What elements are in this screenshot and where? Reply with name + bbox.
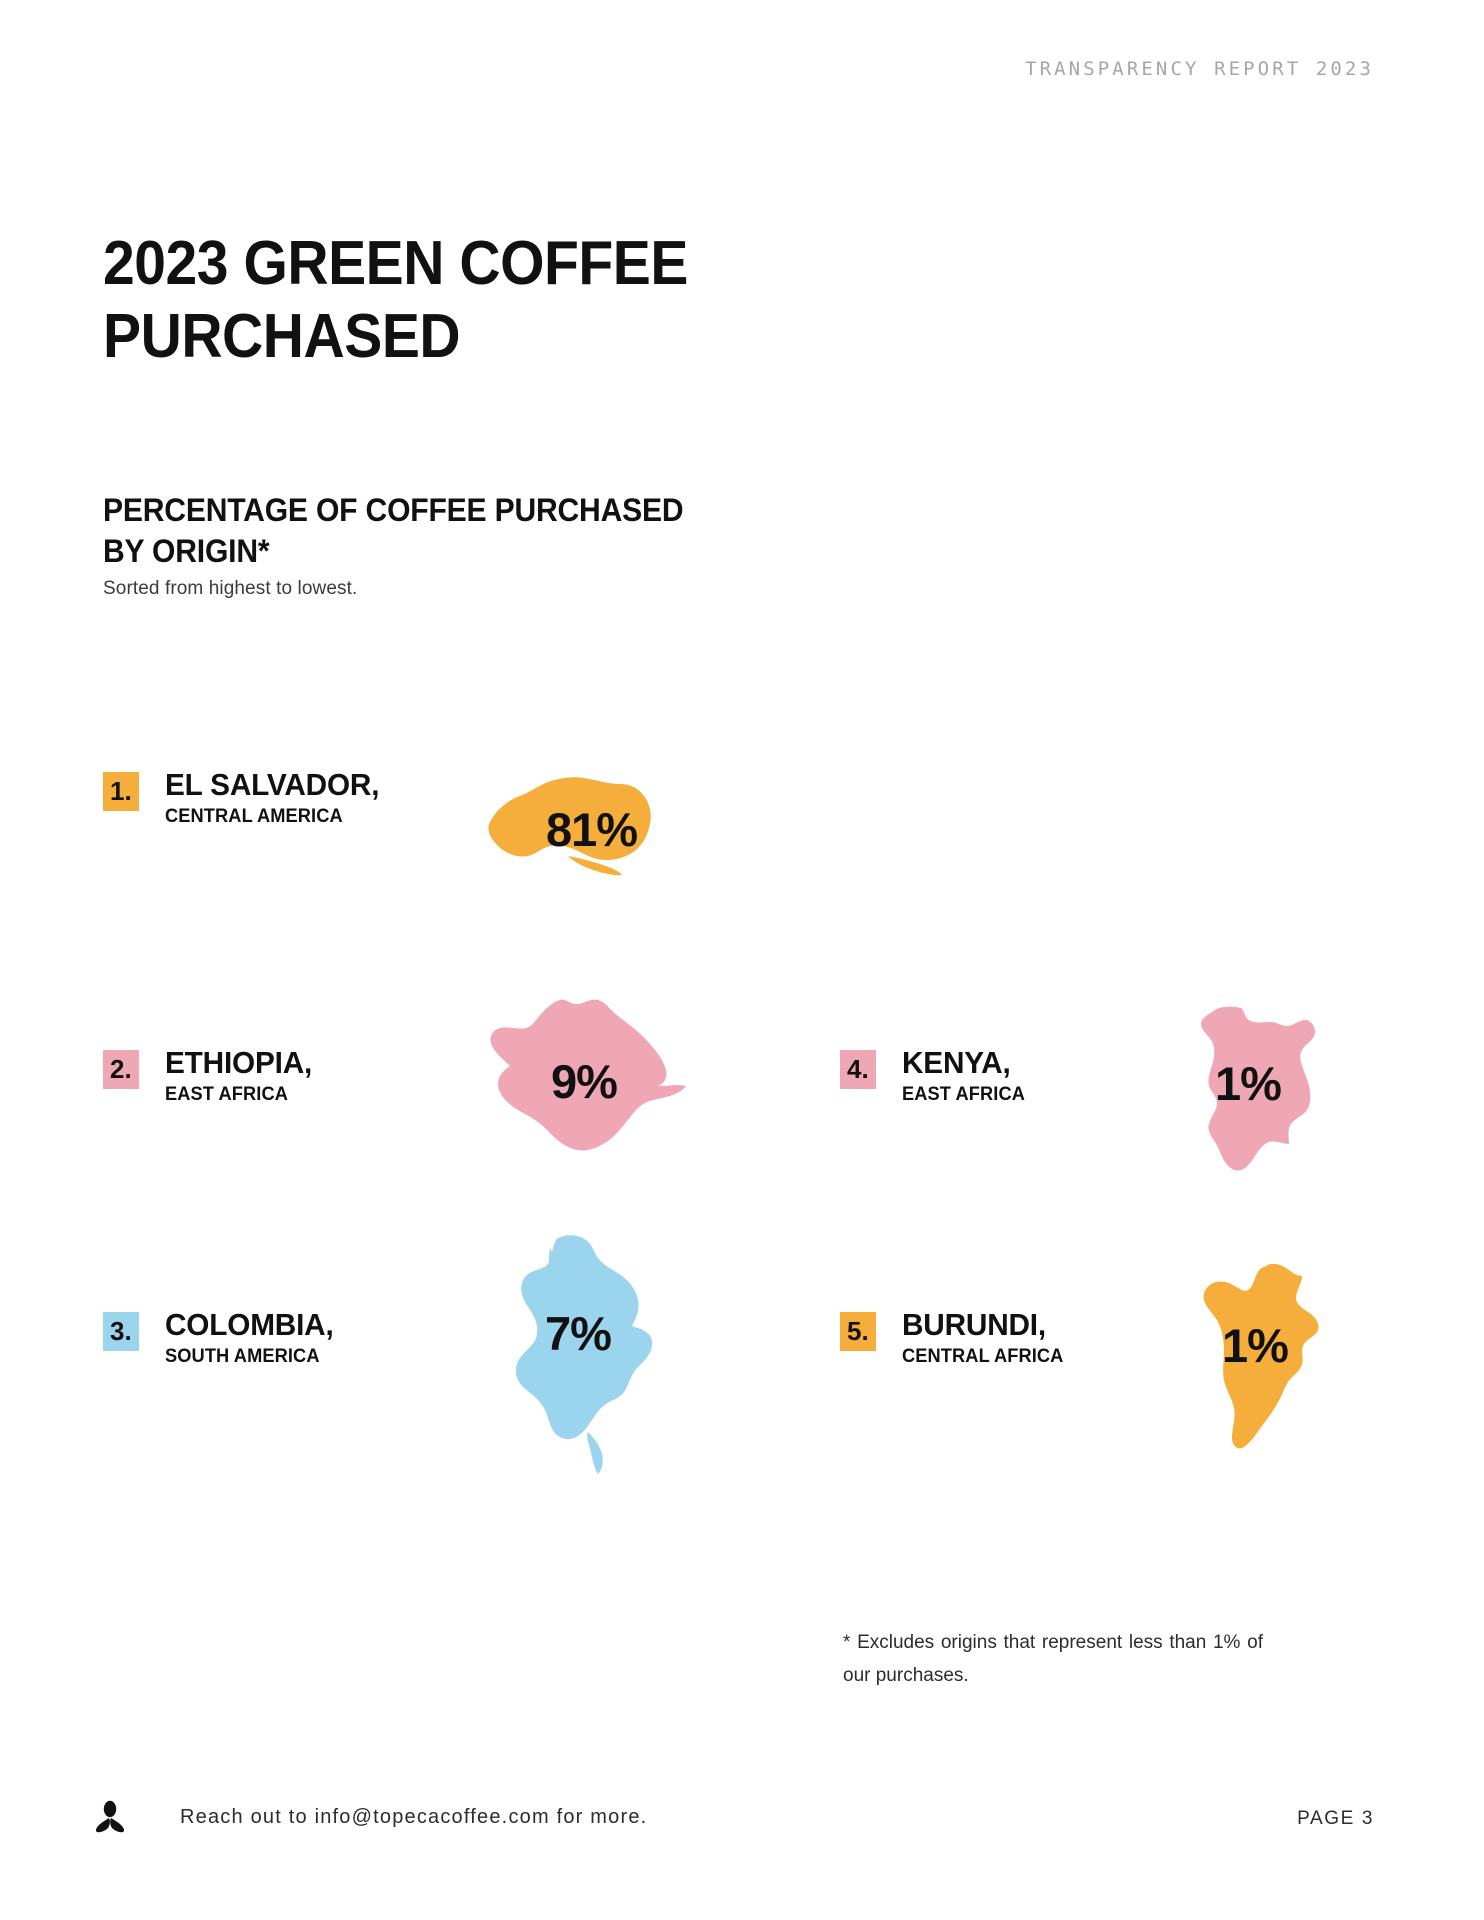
rank-badge-4: 4. (840, 1050, 876, 1089)
origin-label: 4. KENYA, EAST AFRICA (840, 1045, 1030, 1107)
origin-name: BURUNDI, (901, 1307, 1046, 1342)
origin-text: KENYA, EAST AFRICA (901, 1045, 1030, 1107)
origin-region: SOUTH AMERICA (164, 1345, 320, 1367)
section-title: PERCENTAGE OF COFFEE PURCHASED BY ORIGIN… (103, 491, 684, 570)
origin-region: CENTRAL AMERICA (164, 805, 343, 827)
rank-badge-5: 5. (840, 1312, 876, 1351)
footer-contact-text: Reach out to info@topecacoffee.com for m… (180, 1806, 648, 1828)
origin-text: ETHIOPIA, EAST AFRICA (164, 1045, 318, 1107)
page-title: 2023 GREEN COFFEE PURCHASED (103, 228, 688, 371)
rank-badge-2: 2. (103, 1050, 139, 1089)
origin-name: EL SALVADOR, (164, 767, 379, 802)
origin-text: BURUNDI, CENTRAL AFRICA (901, 1307, 1070, 1369)
origin-label: 3. COLOMBIA, SOUTH AMERICA (103, 1307, 340, 1369)
origin-region: CENTRAL AFRICA (901, 1345, 1064, 1367)
footer-page-number: PAGE 3 (1297, 1808, 1374, 1829)
origin-name: COLOMBIA, (164, 1307, 334, 1342)
report-header-label: TRANSPARENCY REPORT 2023 (1025, 58, 1374, 80)
origin-text: EL SALVADOR, CENTRAL AMERICA (164, 767, 388, 829)
burundi-map-icon: 1% (1180, 1240, 1340, 1462)
footnote: * Excludes origins that represent less t… (843, 1632, 1263, 1687)
origin-label: 2. ETHIOPIA, EAST AFRICA (103, 1045, 318, 1107)
el-salvador-map-icon: 81% (472, 770, 672, 882)
ethiopia-map-icon: 9% (478, 990, 690, 1180)
origin-value: 1% (1222, 1319, 1289, 1372)
kenya-map-icon: 1% (1163, 986, 1338, 1182)
rank-badge-1: 1. (103, 772, 139, 811)
origin-name: KENYA, (901, 1045, 1011, 1080)
colombia-map-icon: 7% (492, 1232, 664, 1478)
section-note: Sorted from highest to lowest. (103, 578, 358, 599)
origin-region: EAST AFRICA (901, 1083, 1025, 1105)
origin-value: 7% (545, 1307, 612, 1360)
origin-value: 9% (551, 1055, 618, 1108)
origin-value: 1% (1215, 1057, 1282, 1110)
origin-text: COLOMBIA, SOUTH AMERICA (164, 1307, 341, 1369)
coffee-cherry-logo-icon (92, 1800, 128, 1834)
origin-label: 5. BURUNDI, CENTRAL AFRICA (840, 1307, 1070, 1369)
origin-label: 1. EL SALVADOR, CENTRAL AMERICA (103, 767, 388, 829)
origin-region: EAST AFRICA (164, 1083, 288, 1105)
origin-value: 81% (546, 803, 638, 856)
origin-name: ETHIOPIA, (164, 1045, 312, 1080)
rank-badge-3: 3. (103, 1312, 139, 1351)
